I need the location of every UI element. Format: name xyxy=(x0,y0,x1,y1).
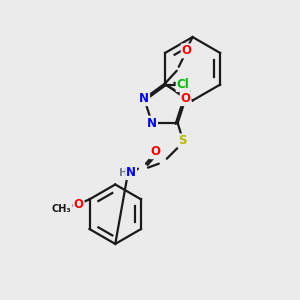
Text: S: S xyxy=(178,134,187,147)
Text: N: N xyxy=(147,117,157,130)
Text: O: O xyxy=(181,92,190,105)
Text: H: H xyxy=(119,168,128,178)
Text: N: N xyxy=(126,166,136,179)
Text: N: N xyxy=(139,92,149,105)
Text: O: O xyxy=(150,145,160,158)
Text: Cl: Cl xyxy=(177,78,189,91)
Text: O: O xyxy=(182,44,192,57)
Text: O: O xyxy=(74,198,84,211)
Text: CH₃: CH₃ xyxy=(52,204,72,214)
